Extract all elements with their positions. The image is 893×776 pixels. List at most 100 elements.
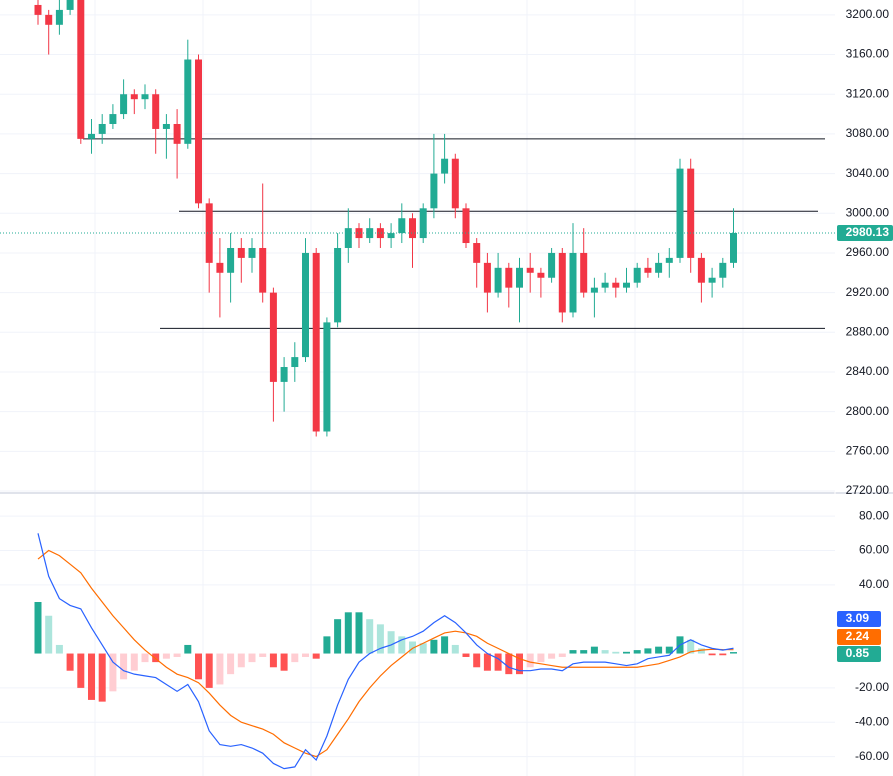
candle-body <box>355 228 363 239</box>
histogram-bar <box>462 653 470 657</box>
candle-body <box>302 252 309 358</box>
candle-body <box>141 94 149 100</box>
candle-body <box>655 262 663 273</box>
macd-value-box <box>837 611 881 627</box>
y-tick-label: 3080.00 <box>846 126 890 140</box>
histogram-bar <box>184 644 192 654</box>
candle-body <box>387 233 395 239</box>
candle-body <box>195 59 202 204</box>
histogram-bar <box>644 648 652 654</box>
histogram-bar <box>77 653 85 688</box>
histogram-bar <box>430 639 438 654</box>
histogram-bar <box>473 653 481 668</box>
y-tick-label: 2760.00 <box>846 444 890 458</box>
signal-value-box <box>837 629 881 645</box>
y-tick-label: 60.00 <box>859 543 889 557</box>
histogram-bar <box>237 653 245 668</box>
candle-body <box>45 14 53 25</box>
candle-body <box>77 0 85 139</box>
y-tick-label: -60.00 <box>855 749 889 763</box>
histogram-bar <box>344 612 352 654</box>
y-tick-label: 40.00 <box>859 577 889 591</box>
candle-body <box>98 123 106 134</box>
candle-body <box>430 173 438 209</box>
y-tick-label: 80.00 <box>859 508 889 522</box>
histogram-bar <box>88 653 95 700</box>
candle-body <box>644 267 652 273</box>
histogram-bar <box>259 653 267 657</box>
candle-body <box>184 59 192 144</box>
candle-body <box>687 168 695 258</box>
histogram-bar <box>569 650 577 654</box>
macd-value-label: 3.09 <box>846 611 870 625</box>
candle-body <box>569 252 577 313</box>
candle-body <box>312 252 320 432</box>
histogram-bar <box>130 653 138 671</box>
candle-body <box>130 94 138 100</box>
y-tick-label: 2880.00 <box>846 324 890 338</box>
histogram-bar <box>601 650 609 654</box>
candle-body <box>676 168 684 258</box>
histogram-bar <box>665 646 673 654</box>
histogram-bar <box>580 650 588 654</box>
candle-body <box>601 282 609 288</box>
candle-body <box>462 208 470 244</box>
candle-body <box>409 218 416 239</box>
y-tick-label: -40.00 <box>855 714 889 728</box>
histogram-bar <box>483 653 491 671</box>
candle-body <box>55 9 63 25</box>
candle-body <box>334 247 342 323</box>
histogram-bar <box>366 619 374 654</box>
histogram-bar <box>141 653 149 663</box>
candle-body <box>34 4 42 15</box>
histogram-bar <box>55 644 63 654</box>
candle-body <box>665 257 673 263</box>
candle-body <box>708 277 716 283</box>
candle-body <box>633 267 641 283</box>
histogram-bar <box>441 636 449 654</box>
candle-body <box>162 123 170 129</box>
candle-body <box>173 123 181 144</box>
histogram-bar <box>109 653 117 692</box>
histogram-bar <box>248 653 256 663</box>
histogram-bar <box>687 639 695 654</box>
histogram-bar <box>120 653 128 680</box>
candle-body <box>526 267 534 273</box>
histogram-bar <box>323 636 331 654</box>
candle-body <box>505 267 513 288</box>
candle-body <box>580 252 588 293</box>
candle-body <box>88 133 95 139</box>
candle-body <box>730 232 737 263</box>
candle-body <box>483 262 491 293</box>
signal-value-label: 2.24 <box>846 629 870 643</box>
histogram-bar <box>280 653 288 671</box>
histogram-bar <box>409 641 416 654</box>
candle-body <box>66 0 74 10</box>
histogram-bar <box>216 653 224 685</box>
candle-body <box>623 282 630 288</box>
histogram-bar <box>419 643 427 654</box>
candle-body <box>237 247 245 258</box>
candle-body <box>398 218 406 234</box>
histogram-bar <box>376 624 384 654</box>
histogram-bar <box>66 653 74 671</box>
histogram-bar <box>505 653 513 675</box>
candle-body <box>280 367 288 382</box>
histogram-bar <box>34 602 42 654</box>
vertical-grid <box>94 0 744 776</box>
histogram-bar <box>708 653 716 656</box>
candle-body <box>451 158 459 209</box>
candle-body <box>590 287 598 293</box>
y-tick-label: 2800.00 <box>846 404 890 418</box>
candle-body <box>537 272 545 278</box>
histogram-bar <box>494 653 502 671</box>
histogram-bar <box>451 644 459 654</box>
histogram-bar <box>45 615 53 654</box>
y-tick-label: 3000.00 <box>846 205 890 219</box>
y-tick-label: 2840.00 <box>846 364 890 378</box>
candle-body <box>376 228 384 239</box>
histogram-bar <box>269 653 277 668</box>
y-tick-label: 2920.00 <box>846 285 890 299</box>
y-tick-label: 3200.00 <box>846 7 890 21</box>
